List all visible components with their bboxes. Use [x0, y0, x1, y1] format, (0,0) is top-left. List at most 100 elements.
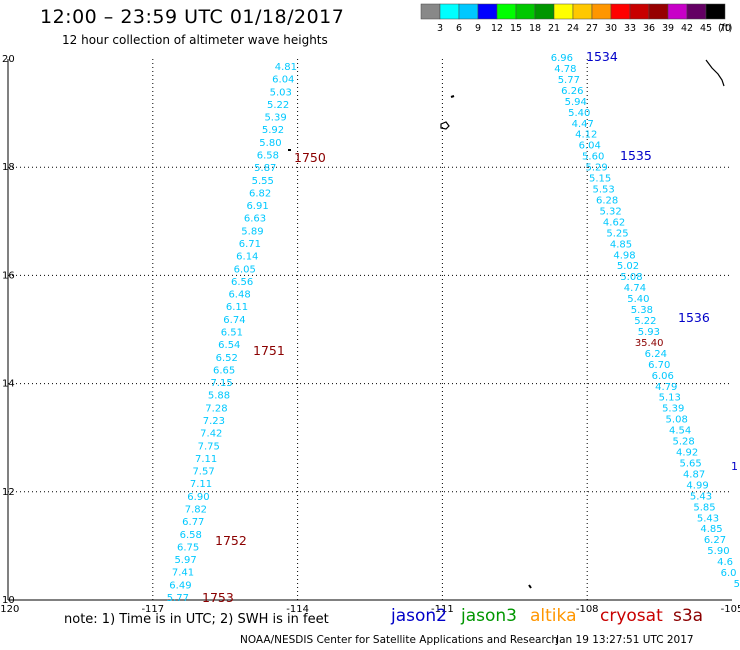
color-swatch-label: 30 — [605, 23, 617, 34]
wave-height-value: 4.54 — [669, 426, 691, 437]
island-shape — [440, 121, 450, 130]
wave-height-value: 4.85 — [610, 239, 632, 250]
wave-height-value: 6.48 — [228, 290, 250, 301]
clipped-track-mark: 1 — [731, 460, 738, 473]
legend-item-cryosat: cryosat — [600, 606, 663, 626]
wave-height-value: 7.28 — [205, 403, 227, 414]
wave-height-value: 6.0 — [721, 568, 737, 579]
wave-height-value: 4.47 — [572, 119, 594, 130]
color-swatch-label: 70 — [719, 23, 731, 34]
longitude-tick-label: -114 — [286, 604, 309, 615]
wave-height-value: 6.04 — [579, 141, 601, 152]
coastline-shape — [705, 59, 725, 87]
color-swatch-label: 36 — [643, 23, 655, 34]
wave-height-value: 6.14 — [236, 252, 258, 263]
wave-height-value: 6.63 — [244, 214, 266, 225]
wave-height-value: 5.97 — [174, 555, 196, 566]
time-label: 1750 — [294, 150, 326, 165]
wave-height-value: 5.25 — [606, 228, 628, 239]
wave-height-value: 6.90 — [187, 492, 209, 503]
wave-height-value: 5.02 — [617, 261, 639, 272]
wave-height-value: 5.28 — [673, 437, 695, 448]
wave-height-value: 4.99 — [686, 480, 708, 491]
wave-height-value: 6.06 — [652, 371, 674, 382]
island-shape — [450, 95, 455, 98]
wave-height-value: 5.29 — [586, 163, 608, 174]
wave-height-value: 5.80 — [259, 138, 281, 149]
color-swatch-label: 42 — [681, 23, 693, 34]
wave-height-value: 4.79 — [655, 382, 677, 393]
wave-height-value: 6.04 — [272, 75, 294, 86]
wave-height-value: 4.62 — [603, 217, 625, 228]
wave-height-value: 6.82 — [249, 188, 271, 199]
legend-item-s3a: s3a — [673, 606, 704, 626]
wave-height-value: 5.85 — [693, 502, 715, 513]
wave-height-value: 7.11 — [190, 479, 212, 490]
wave-height-value: 6.75 — [177, 542, 199, 553]
gridlines — [8, 59, 732, 600]
track-jason2-right: 6.964.785.776.265.945.404.474.126.045.60… — [551, 53, 740, 590]
time-label: 1536 — [678, 310, 710, 325]
wave-height-value: 5.03 — [270, 87, 292, 98]
wave-height-value: 4.81 — [275, 62, 297, 73]
wave-height-value: 5.88 — [208, 391, 230, 402]
wave-height-value: 5.89 — [241, 226, 263, 237]
wave-height-value: 6.91 — [246, 201, 268, 212]
color-swatch-label: 3 — [437, 23, 443, 34]
wave-height-value: 6.28 — [596, 195, 618, 206]
longitude-tick-label: -105 — [721, 604, 740, 615]
longitude-tick-label: -120 — [0, 604, 19, 615]
wave-height-value: 6.24 — [645, 349, 667, 360]
wave-height-value: 6.54 — [218, 340, 240, 351]
longitude-tick-label: -108 — [576, 604, 599, 615]
wave-height-value: 6.74 — [223, 315, 245, 326]
wave-height-value: 5.08 — [620, 272, 642, 283]
credit-text: NOAA/NESDIS Center for Satellite Applica… — [240, 634, 558, 646]
wave-height-value: 5.93 — [638, 327, 660, 338]
wave-height-value: 6.58 — [257, 151, 279, 162]
wave-height-value: 7.41 — [172, 568, 194, 579]
wave-height-value: 4.6 — [717, 557, 733, 568]
track-cryosat-left: 4.816.045.035.225.395.925.806.585.875.55… — [167, 62, 297, 604]
wave-height-value: 6.65 — [213, 365, 235, 376]
wave-height-value: 5.22 — [634, 316, 656, 327]
longitude-tick-label: -117 — [141, 604, 164, 615]
wave-height-value: 4.98 — [613, 250, 635, 261]
wave-height-value: 6.27 — [704, 535, 726, 546]
wave-height-value: 5.08 — [666, 415, 688, 426]
wave-height-value: 5.40 — [627, 294, 649, 305]
wave-height-value: 5 — [734, 579, 740, 590]
wave-height-value: 5.38 — [631, 305, 653, 316]
wave-height-value: 5.94 — [565, 97, 587, 108]
legend-item-jason3: jason3 — [461, 606, 517, 626]
wave-height-value: 5.39 — [264, 113, 286, 124]
wave-height-value: 6.11 — [226, 302, 248, 313]
color-scale-bar: 3 6 9 12 15 18 21 24 27 30 33 36 39 42 45 70(ft) — [420, 3, 732, 34]
color-swatch-label: 27 — [586, 23, 598, 34]
wave-height-value: 5.43 — [697, 513, 719, 524]
wave-height-value: 4.12 — [575, 130, 597, 141]
wave-height-value: 6.70 — [648, 360, 670, 371]
wave-height-value: 7.15 — [210, 378, 232, 389]
wave-height-value: 5.53 — [592, 185, 614, 196]
wave-height-value: 5.87 — [254, 163, 276, 174]
wave-height-value: 6.05 — [234, 264, 256, 275]
color-swatch-label: 45 — [700, 23, 712, 34]
wave-height-value: 4.85 — [700, 524, 722, 535]
wave-height-value: 5.13 — [659, 393, 681, 404]
wave-height-value: 7.11 — [195, 454, 217, 465]
wave-height-value: 7.82 — [185, 505, 207, 516]
wave-height-value: 5.92 — [262, 125, 284, 136]
generated-timestamp: Jan 19 13:27:51 UTC 2017 — [556, 634, 694, 646]
wave-height-value: 6.58 — [180, 530, 202, 541]
wave-height-value: 5.77 — [167, 593, 189, 604]
color-swatch-label: 6 — [456, 23, 462, 34]
wave-height-value: 6.77 — [182, 517, 204, 528]
island-shape — [528, 584, 532, 589]
wave-height-value: 5.43 — [690, 491, 712, 502]
wave-height-value: 6.71 — [239, 239, 261, 250]
wave-height-value: 5.55 — [252, 176, 274, 187]
wave-height-value: 4.87 — [683, 469, 705, 480]
wave-height-value: 6.56 — [231, 277, 253, 288]
wave-height-value: 4.78 — [554, 64, 576, 75]
